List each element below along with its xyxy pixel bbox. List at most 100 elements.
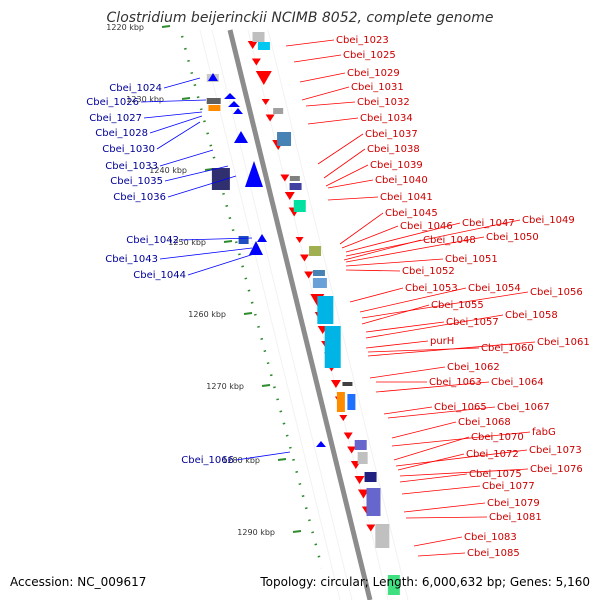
reverse-gene-label[interactable]: Cbei_1028 (95, 128, 148, 139)
reverse-gene-arrow (228, 101, 240, 107)
forward-gene-label[interactable]: Cbei_1076 (530, 464, 583, 475)
callout-leader-line (365, 321, 445, 333)
forward-gene-label[interactable]: Cbei_1023 (336, 35, 389, 46)
callout-leader-line (149, 115, 203, 134)
forward-gene-label[interactable]: Cbei_1067 (497, 402, 550, 413)
reverse-gene-label[interactable]: Cbei_1030 (102, 144, 155, 155)
forward-gene-label[interactable]: Cbei_1054 (468, 283, 521, 294)
callout-leader-line (403, 502, 486, 513)
forward-gene-label[interactable]: Cbei_1041 (380, 192, 433, 203)
forward-gene-label[interactable]: Cbei_1064 (491, 377, 544, 388)
callout-leader-line (361, 304, 430, 325)
gene-block (206, 98, 221, 104)
forward-gene-label[interactable]: Cbei_1048 (423, 235, 476, 246)
callout-leader-line (341, 225, 399, 249)
reverse-gene-label[interactable]: Cbei_1026 (86, 97, 139, 108)
kbp-tick-mark (181, 97, 191, 100)
callout-leader-line (345, 222, 461, 253)
gene-block (252, 32, 265, 42)
forward-gene-label[interactable]: Cbei_1068 (458, 417, 511, 428)
kbp-tick-mark (204, 168, 214, 171)
kbp-tick-mark (161, 25, 171, 28)
callout-leader-line (307, 117, 359, 125)
forward-gene-label[interactable]: Cbei_1085 (467, 548, 520, 559)
forward-gene-label[interactable]: Cbei_1052 (402, 266, 455, 277)
callout-leader-line (399, 468, 529, 477)
callout-leader-line (375, 381, 490, 393)
kbp-tick-label: 1220 kbp (106, 23, 144, 32)
forward-gene-label[interactable]: fabG (532, 427, 556, 438)
forward-gene-label[interactable]: Cbei_1040 (375, 175, 428, 186)
forward-gene-label[interactable]: Cbei_1060 (481, 343, 534, 354)
callout-leader-line (345, 258, 444, 267)
forward-gene-label[interactable]: Cbei_1055 (431, 300, 484, 311)
forward-gene-label[interactable]: Cbei_1077 (482, 481, 535, 492)
forward-gene-label[interactable]: Cbei_1032 (357, 97, 410, 108)
forward-gene-label[interactable]: Cbei_1047 (462, 218, 515, 229)
gene-block (364, 472, 377, 482)
reverse-gene-label[interactable]: Cbei_1044 (133, 270, 186, 281)
forward-gene-label[interactable]: purH (430, 336, 454, 347)
forward-gene-label[interactable]: Cbei_1081 (489, 512, 542, 523)
forward-gene-label[interactable]: Cbei_1056 (530, 287, 583, 298)
forward-gene-label[interactable]: Cbei_1072 (466, 449, 519, 460)
forward-gene-label[interactable]: Cbei_1031 (351, 82, 404, 93)
forward-gene-label[interactable]: Cbei_1070 (471, 432, 524, 443)
reverse-gene-label[interactable]: Cbei_1035 (110, 176, 163, 187)
forward-gene-label[interactable]: Cbei_1045 (385, 208, 438, 219)
callout-leader-line (156, 121, 201, 150)
forward-gene-label[interactable]: Cbei_1034 (360, 113, 413, 124)
map-title: Clostridium beijerinckii NCIMB 8052, com… (107, 10, 494, 26)
reverse-gene-arrow (316, 441, 326, 447)
reverse-gene-arrow (249, 241, 263, 255)
callout-leader-line (167, 175, 237, 198)
forward-gene-label[interactable]: Cbei_1025 (343, 50, 396, 61)
forward-gene-label[interactable]: Cbei_1038 (367, 144, 420, 155)
forward-gene-label[interactable]: Cbei_1049 (522, 215, 575, 226)
forward-gene-arrow (295, 237, 304, 243)
lane-border (211, 29, 353, 600)
forward-gene-label[interactable]: Cbei_1083 (464, 532, 517, 543)
reverse-gene-label[interactable]: Cbei_1043 (105, 254, 158, 265)
reverse-gene-label[interactable]: Cbei_1024 (109, 83, 162, 94)
forward-gene-label[interactable]: Cbei_1037 (365, 129, 418, 140)
callout-leader-line (387, 406, 496, 419)
forward-gene-label[interactable]: Cbei_1058 (505, 310, 558, 321)
reverse-gene-label[interactable]: Cbei_1066 (181, 455, 234, 466)
forward-gene-label[interactable]: Cbei_1073 (529, 445, 582, 456)
callout-leader-line (367, 341, 536, 357)
forward-gene-label[interactable]: Cbei_1075 (469, 469, 522, 480)
callout-leader-line (327, 179, 374, 189)
forward-gene-label[interactable]: Cbei_1039 (370, 160, 423, 171)
reverse-gene-label[interactable]: Cbei_1042 (126, 235, 179, 246)
forward-gene-label[interactable]: Cbei_1057 (446, 317, 499, 328)
gene-block (317, 296, 334, 324)
forward-gene-label[interactable]: Cbei_1062 (447, 362, 500, 373)
callout-leader-line (397, 453, 465, 471)
kbp-tick-label: 1280 kbp (222, 456, 260, 465)
kbp-tick-mark (243, 312, 253, 315)
callout-leader-line (405, 516, 488, 519)
callout-leader-line (391, 431, 531, 447)
accession-text: Accession: NC_009617 (10, 575, 146, 589)
reverse-gene-label[interactable]: Cbei_1027 (89, 113, 142, 124)
reverse-gene-label[interactable]: Cbei_1033 (105, 161, 158, 172)
forward-gene-label[interactable]: Cbei_1063 (429, 377, 482, 388)
forward-gene-arrow (343, 432, 353, 440)
forward-gene-label[interactable]: Cbei_1051 (445, 254, 498, 265)
reverse-gene-arrow (234, 131, 248, 143)
reverse-gene-label[interactable]: Cbei_1036 (113, 192, 166, 203)
forward-gene-label[interactable]: Cbei_1046 (400, 221, 453, 232)
forward-gene-label[interactable]: Cbei_1053 (405, 283, 458, 294)
callout-leader-line (305, 101, 356, 107)
forward-gene-label[interactable]: Cbei_1029 (347, 68, 400, 79)
forward-gene-label[interactable]: Cbei_1050 (486, 232, 539, 243)
callout-leader-line (235, 451, 291, 461)
gene-block (211, 168, 230, 190)
forward-gene-label[interactable]: Cbei_1061 (537, 337, 590, 348)
kbp-tick-label: 1240 kbp (149, 166, 187, 175)
forward-gene-arrow (284, 192, 295, 200)
gene-block (354, 440, 367, 450)
forward-gene-label[interactable]: Cbei_1065 (434, 402, 487, 413)
forward-gene-label[interactable]: Cbei_1079 (487, 498, 540, 509)
